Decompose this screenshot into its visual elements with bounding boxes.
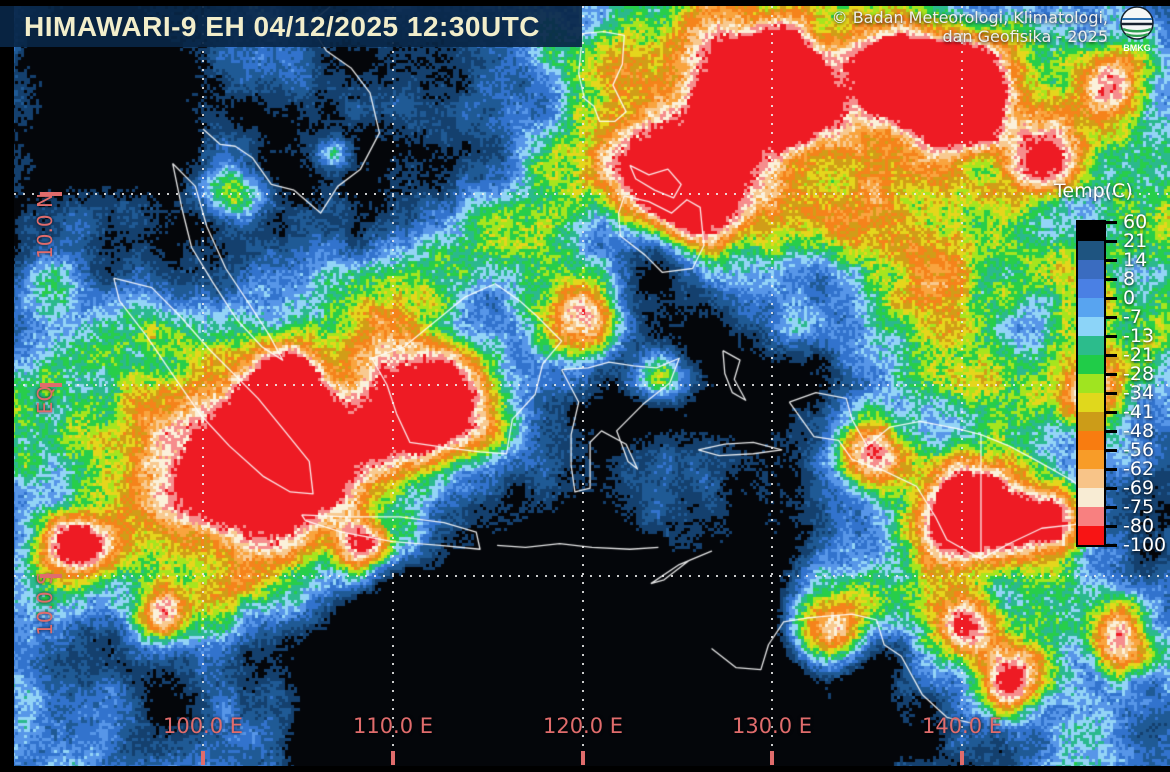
- gridline-longitude: [771, 6, 773, 766]
- colorbar-tick: [1104, 335, 1117, 338]
- colorbar-segment: [1078, 412, 1104, 431]
- colorbar-tick: [1104, 430, 1117, 433]
- colorbar-tick-label: -75: [1123, 496, 1155, 518]
- gridline-latitude: [14, 384, 1168, 386]
- frame-left: [0, 0, 14, 772]
- colorbar-segment: [1078, 260, 1104, 279]
- longitude-tick-dash: [581, 751, 585, 765]
- colorbar-tick-label: -13: [1123, 325, 1155, 347]
- latitude-label: 10.0 S: [33, 572, 57, 636]
- gridline-latitude: [14, 193, 1168, 195]
- colorbar-tick: [1104, 392, 1117, 395]
- gridline-latitude: [14, 575, 1168, 577]
- colorbar-tick: [1104, 297, 1117, 300]
- gridline-longitude: [392, 6, 394, 766]
- frame-top: [0, 0, 1170, 6]
- colorbar-tick: [1104, 544, 1117, 547]
- colorbar-tick-label: -80: [1123, 515, 1155, 537]
- colorbar-segment: [1078, 374, 1104, 393]
- latitude-label: 10.0 N: [33, 193, 57, 259]
- legend-title: Temp(C): [1054, 180, 1133, 202]
- colorbar-tick-label: 60: [1123, 211, 1148, 233]
- colorbar-tick-label: -28: [1123, 363, 1155, 385]
- latitude-tick-dash: [40, 192, 62, 196]
- colorbar-tick: [1104, 411, 1117, 414]
- title-bar: HIMAWARI-9 EH 04/12/2025 12:30UTC: [0, 6, 582, 47]
- colorbar-segment: [1078, 317, 1104, 336]
- bmkg-logo-label: BMKG: [1123, 43, 1151, 53]
- colorbar-segment: [1078, 393, 1104, 412]
- longitude-label: 140.0 E: [921, 714, 1003, 738]
- gridline-longitude: [582, 6, 584, 766]
- colorbar-tick-label: -62: [1123, 458, 1155, 480]
- colorbar-segment: [1078, 279, 1104, 298]
- colorbar-tick: [1104, 354, 1117, 357]
- colorbar-tick-label: -21: [1123, 344, 1155, 366]
- longitude-tick-dash: [960, 751, 964, 765]
- colorbar-tick-label: -48: [1123, 420, 1155, 442]
- latitude-tick-dash: [40, 574, 62, 578]
- colorbar-segment: [1078, 431, 1104, 450]
- colorbar-segment: [1078, 526, 1104, 545]
- credit-line-2: dan Geofisika - 2025: [942, 27, 1108, 46]
- colorbar-segment: [1078, 298, 1104, 317]
- colorbar-segment: [1078, 241, 1104, 260]
- colorbar-tick-label: -100: [1123, 534, 1167, 556]
- colorbar-tick: [1104, 373, 1117, 376]
- colorbar-tick: [1104, 221, 1117, 224]
- colorbar-tick-label: 8: [1123, 268, 1136, 290]
- colorbar-tick: [1104, 259, 1117, 262]
- colorbar-tick-label: 14: [1123, 249, 1148, 271]
- colorbar-tick: [1104, 506, 1117, 509]
- longitude-label: 120.0 E: [542, 714, 624, 738]
- gridline-longitude: [961, 6, 963, 766]
- colorbar-tick: [1104, 525, 1117, 528]
- colorbar-tick-label: -34: [1123, 382, 1155, 404]
- colorbar-segment: [1078, 507, 1104, 526]
- colorbar-segment: [1078, 222, 1104, 241]
- colorbar-tick-label: 21: [1123, 230, 1148, 252]
- colorbar-segment: [1078, 469, 1104, 488]
- colorbar-tick-label: -41: [1123, 401, 1155, 423]
- colorbar-tick-label: -7: [1123, 306, 1142, 328]
- colorbar-tick-label: 0: [1123, 287, 1136, 309]
- longitude-label: 110.0 E: [352, 714, 434, 738]
- longitude-label: 130.0 E: [731, 714, 813, 738]
- frame-bottom: [0, 766, 1170, 772]
- longitude-tick-dash: [391, 751, 395, 765]
- longitude-tick-dash: [770, 751, 774, 765]
- colorbar-segment: [1078, 488, 1104, 507]
- colorbar-tick: [1104, 487, 1117, 490]
- bmkg-logo: BMKG: [1120, 6, 1154, 53]
- colorbar-tick: [1104, 468, 1117, 471]
- colorbar-segment: [1078, 450, 1104, 469]
- colorbar-tick-label: -69: [1123, 477, 1155, 499]
- colorbar-segment: [1078, 336, 1104, 355]
- latitude-tick-dash: [40, 383, 62, 387]
- colorbar-segment: [1078, 355, 1104, 374]
- colorbar-tick: [1104, 316, 1117, 319]
- copyright-credit: © Badan Meteorologi, Klimatologi, dan Ge…: [832, 8, 1108, 46]
- longitude-label: 100.0 E: [162, 714, 244, 738]
- temperature-colorbar: [1076, 220, 1106, 547]
- latitude-label: EQ: [33, 385, 57, 415]
- longitude-tick-dash: [201, 751, 205, 765]
- colorbar-tick: [1104, 240, 1117, 243]
- colorbar-tick: [1104, 278, 1117, 281]
- gridline-longitude: [202, 6, 204, 766]
- colorbar-tick: [1104, 449, 1117, 452]
- image-title: HIMAWARI-9 EH 04/12/2025 12:30UTC: [24, 11, 541, 42]
- credit-line-1: © Badan Meteorologi, Klimatologi,: [831, 8, 1108, 27]
- colorbar-tick-label: -56: [1123, 439, 1155, 461]
